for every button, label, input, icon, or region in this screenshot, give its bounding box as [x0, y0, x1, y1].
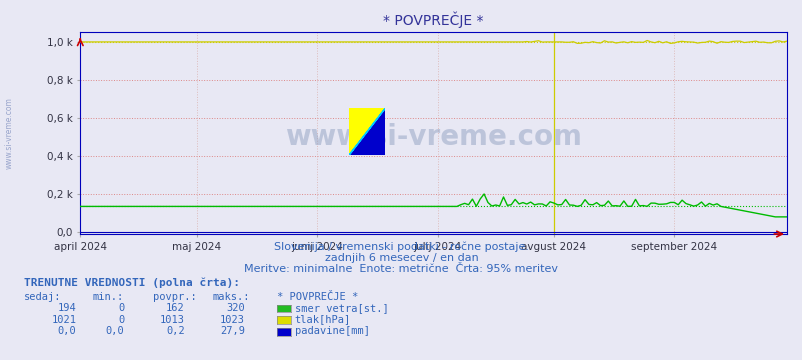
Text: min.:: min.:	[92, 292, 124, 302]
Text: smer vetra[st.]: smer vetra[st.]	[294, 303, 388, 313]
Text: Meritve: minimalne  Enote: metrične  Črta: 95% meritev: Meritve: minimalne Enote: metrične Črta:…	[244, 264, 558, 274]
Text: sedaj:: sedaj:	[24, 292, 62, 302]
Text: 0: 0	[118, 303, 124, 313]
Text: 162: 162	[166, 303, 184, 313]
Text: 0,0: 0,0	[106, 327, 124, 337]
Text: www.si-vreme.com: www.si-vreme.com	[285, 123, 581, 151]
Text: 1013: 1013	[160, 315, 184, 325]
Polygon shape	[349, 108, 385, 155]
Text: 320: 320	[226, 303, 245, 313]
Text: TRENUTNE VREDNOSTI (polna črta):: TRENUTNE VREDNOSTI (polna črta):	[24, 278, 240, 288]
Text: 0,0: 0,0	[58, 327, 76, 337]
Text: 1021: 1021	[51, 315, 76, 325]
Text: zadnjih 6 mesecev / en dan: zadnjih 6 mesecev / en dan	[324, 253, 478, 263]
Text: 1023: 1023	[220, 315, 245, 325]
Text: maks.:: maks.:	[213, 292, 250, 302]
Text: www.si-vreme.com: www.si-vreme.com	[5, 97, 14, 169]
Polygon shape	[349, 108, 385, 155]
Text: padavine[mm]: padavine[mm]	[294, 327, 369, 337]
Text: 0,2: 0,2	[166, 327, 184, 337]
Text: tlak[hPa]: tlak[hPa]	[294, 315, 350, 325]
Polygon shape	[349, 108, 385, 155]
Text: povpr.:: povpr.:	[152, 292, 196, 302]
Text: * POVPREČJE *: * POVPREČJE *	[277, 292, 358, 302]
Text: 194: 194	[58, 303, 76, 313]
Text: 27,9: 27,9	[220, 327, 245, 337]
Text: 0: 0	[118, 315, 124, 325]
Text: Slovenija / vremenski podatki - ročne postaje.: Slovenija / vremenski podatki - ročne po…	[273, 242, 529, 252]
Title: * POVPREČJE *: * POVPREČJE *	[383, 12, 484, 28]
